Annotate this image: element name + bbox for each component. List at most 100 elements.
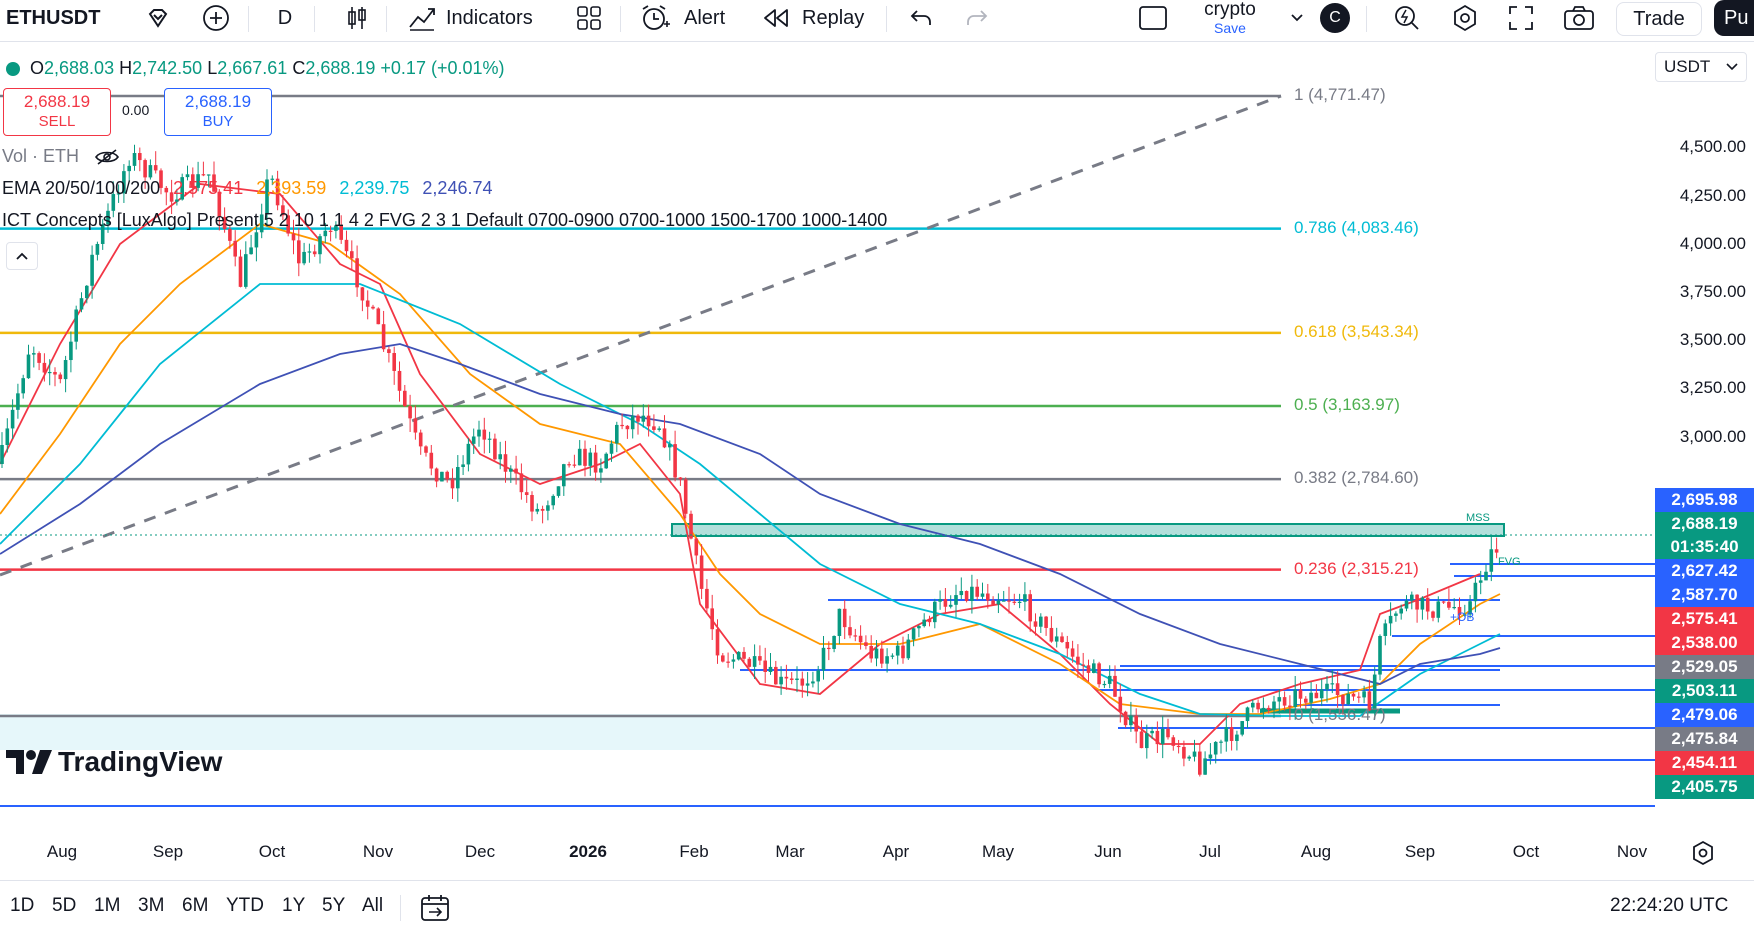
candle-body [599, 468, 603, 473]
candle-body [583, 448, 587, 466]
chevron-down-icon[interactable] [1286, 0, 1308, 36]
fullscreen-icon[interactable] [1506, 0, 1536, 36]
collapse-legend-button[interactable] [6, 242, 38, 270]
tradingview-logo[interactable]: TradingView [6, 746, 222, 778]
quick-search-icon[interactable] [1392, 0, 1422, 36]
candle-body [201, 174, 206, 176]
replay-button[interactable]: Replay [762, 0, 872, 36]
price-axis[interactable]: USDT 4,500.00 4,250.00 4,000.00 3,750.00 3,5… [1655, 44, 1754, 834]
candle-body [302, 251, 306, 264]
range-button-ytd[interactable]: YTD [226, 895, 264, 916]
candle-body [1134, 715, 1138, 732]
go-to-date-icon[interactable] [420, 893, 452, 928]
candle-body [821, 647, 826, 671]
range-button-5y[interactable]: 5Y [322, 895, 346, 916]
candle-body [530, 495, 534, 512]
candle-body [1145, 733, 1149, 749]
candle-body [1415, 594, 1419, 610]
layout-grid-icon[interactable] [1136, 0, 1170, 36]
rewind-icon [764, 9, 788, 27]
time-axis[interactable]: Aug Sep Oct Nov Dec 2026 Feb Mar Apr May Jun Jul Aug… [0, 834, 1754, 874]
range-button-1y[interactable]: 1Y [282, 895, 306, 916]
candle-body [678, 477, 683, 480]
volume-legend[interactable]: Vol · ETH [2, 146, 120, 167]
compare-add-icon[interactable] [196, 0, 236, 36]
mss-label: MSS [1466, 512, 1490, 524]
candle-body [1251, 702, 1255, 708]
candle-body [747, 658, 752, 667]
candle-body [169, 192, 174, 202]
currency-select[interactable]: USDT [1655, 52, 1747, 82]
candle-body [159, 170, 163, 188]
ict-indicator-legend[interactable]: ICT Concepts [LuxAlgo] Present 5 2 10 1 … [2, 210, 887, 231]
candle-body [774, 666, 778, 685]
candle-body [832, 635, 836, 649]
fib-trend-dashed-line[interactable] [0, 94, 1282, 577]
chevron-up-icon [16, 252, 28, 260]
candle-body [175, 199, 179, 202]
hidden-eye-icon[interactable] [94, 148, 120, 166]
candle-body [1425, 597, 1430, 612]
price-badge: 2,627.42 [1655, 559, 1754, 583]
utc-clock[interactable]: 22:24:20 UTC [1610, 895, 1729, 916]
chart-settings-icon[interactable] [1690, 840, 1716, 871]
range-button-3m[interactable]: 3M [138, 895, 165, 916]
candle-body [270, 178, 275, 180]
redo-icon[interactable] [962, 0, 992, 36]
publish-button[interactable]: Pu [1714, 0, 1754, 36]
indicators-button[interactable]: Indicators [408, 0, 548, 36]
fvg-label: FVG [1498, 556, 1521, 568]
trade-button[interactable]: Trade [1616, 2, 1702, 36]
ema-legend[interactable]: EMA 20/50/100/200 2,575.41 2,393.59 2,23… [2, 178, 493, 199]
candles-style-icon[interactable] [342, 0, 372, 36]
candle-body [811, 681, 815, 684]
candle-body [5, 428, 10, 446]
candle-body [948, 604, 953, 607]
symbol-search[interactable]: ETHUSDT [0, 0, 128, 36]
symbol-name: ETHUSDT [6, 6, 101, 29]
settings-gear-icon[interactable] [1450, 0, 1480, 36]
candle-body [339, 225, 343, 240]
candle-body [657, 428, 661, 430]
market-status-dot [6, 62, 20, 77]
candle-body [275, 178, 280, 206]
watchlist-icon[interactable] [138, 0, 178, 36]
layout-save-label: Save [1214, 20, 1246, 36]
avatar-letter: C [1320, 3, 1350, 33]
range-button-1m[interactable]: 1M [94, 895, 121, 916]
alert-button[interactable]: Alert [640, 0, 740, 36]
candle-body [1028, 594, 1032, 622]
price-badge: 2,575.41 [1655, 607, 1754, 631]
fib-level-label: 0.5 (3,163.97) [1294, 395, 1400, 414]
candle-body [191, 174, 195, 188]
interval-button[interactable]: D [270, 0, 300, 36]
candle-body [498, 454, 502, 460]
sell-button[interactable]: 2,688.19 SELL [3, 88, 111, 136]
fib-level-label: 0.236 (2,315.21) [1294, 558, 1419, 578]
range-button-1d[interactable]: 1D [10, 895, 35, 916]
candle-body [641, 415, 646, 422]
candle-body [842, 608, 847, 628]
price-tick-label: 4,250.00 [1679, 185, 1746, 205]
candle-body [1235, 734, 1239, 741]
candle-body [79, 298, 84, 310]
interval-label: D [277, 6, 293, 29]
range-button-all[interactable]: All [362, 895, 384, 916]
close-key: C [292, 58, 306, 78]
camera-snapshot-icon[interactable] [1562, 0, 1596, 36]
layout-menu[interactable]: crypto Save [1190, 0, 1270, 36]
buy-button[interactable]: 2,688.19 BUY [164, 88, 272, 136]
candle-body [567, 464, 571, 466]
range-button-5d[interactable]: 5D [52, 895, 77, 916]
candle-body [1208, 754, 1213, 759]
user-avatar[interactable]: C [1320, 0, 1350, 36]
range-button-6m[interactable]: 6M [182, 895, 209, 916]
price-chart-canvas[interactable] [0, 44, 1655, 834]
chart-pane[interactable]: O2,688.03 H2,742.50 L2,667.61 C 2,688.19 … [0, 44, 1655, 834]
undo-icon[interactable] [906, 0, 936, 36]
candle-body [837, 608, 842, 636]
templates-icon[interactable] [574, 0, 604, 36]
candle-body [895, 645, 900, 656]
candle-body [1160, 728, 1165, 745]
change-value: +0.17 (+0.01%) [380, 58, 505, 78]
